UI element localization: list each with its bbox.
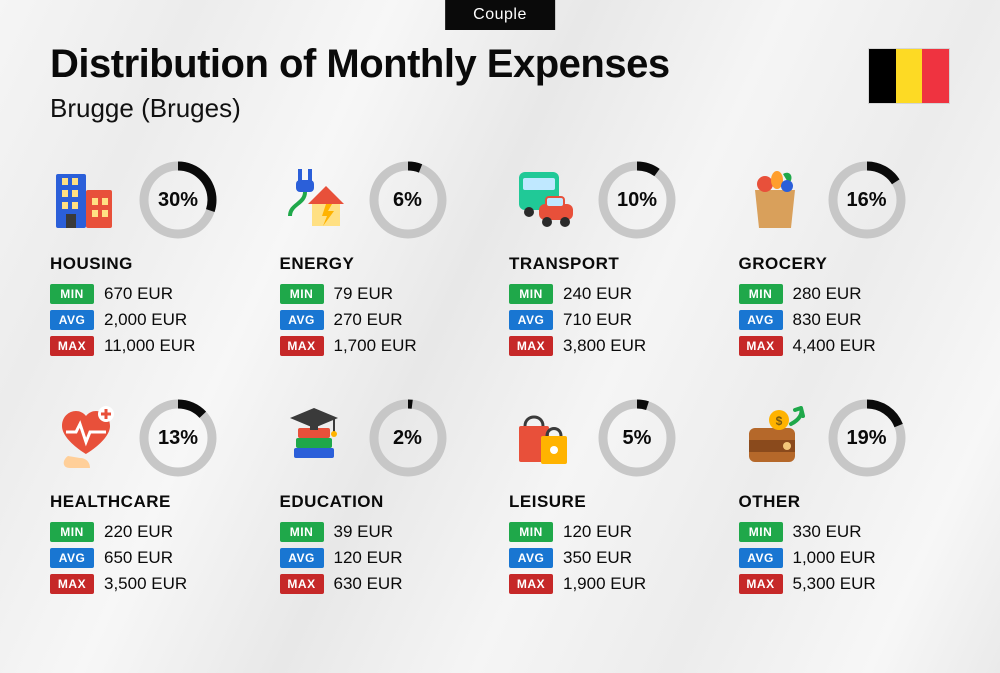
country-flag: [868, 48, 950, 104]
grocery-icon: [739, 164, 811, 236]
category-card-education: 2% EDUCATION MIN 39 EUR AVG 120 EUR MAX …: [280, 398, 492, 600]
category-name: EDUCATION: [280, 492, 492, 512]
page-title: Distribution of Monthly Expenses: [50, 42, 670, 87]
percent-label: 16%: [827, 160, 907, 240]
min-tag: MIN: [50, 522, 94, 542]
min-value: 220 EUR: [104, 522, 173, 542]
category-card-transport: 10% TRANSPORT MIN 240 EUR AVG 710 EUR MA…: [509, 160, 721, 362]
min-tag: MIN: [739, 522, 783, 542]
household-badge: Couple: [445, 0, 555, 30]
category-card-grocery: 16% GROCERY MIN 280 EUR AVG 830 EUR MAX …: [739, 160, 951, 362]
max-tag: MAX: [509, 336, 553, 356]
max-value: 1,700 EUR: [334, 336, 417, 356]
flag-stripe-2: [896, 49, 923, 103]
min-tag: MIN: [50, 284, 94, 304]
max-tag: MAX: [739, 574, 783, 594]
min-tag: MIN: [280, 522, 324, 542]
avg-value: 270 EUR: [334, 310, 403, 330]
max-value: 1,900 EUR: [563, 574, 646, 594]
min-value: 120 EUR: [563, 522, 632, 542]
avg-tag: AVG: [50, 310, 94, 330]
max-value: 4,400 EUR: [793, 336, 876, 356]
transport-icon: [509, 164, 581, 236]
min-value: 79 EUR: [334, 284, 394, 304]
percent-donut: 5%: [597, 398, 677, 478]
max-value: 11,000 EUR: [104, 336, 195, 356]
percent-donut: 16%: [827, 160, 907, 240]
avg-tag: AVG: [739, 548, 783, 568]
category-name: TRANSPORT: [509, 254, 721, 274]
healthcare-icon: [50, 402, 122, 474]
category-name: OTHER: [739, 492, 951, 512]
max-value: 5,300 EUR: [793, 574, 876, 594]
min-value: 670 EUR: [104, 284, 173, 304]
avg-tag: AVG: [280, 548, 324, 568]
percent-label: 5%: [597, 398, 677, 478]
category-card-energy: 6% ENERGY MIN 79 EUR AVG 270 EUR MAX 1,7…: [280, 160, 492, 362]
percent-label: 10%: [597, 160, 677, 240]
category-name: HEALTHCARE: [50, 492, 262, 512]
percent-donut: 2%: [368, 398, 448, 478]
leisure-icon: [509, 402, 581, 474]
percent-label: 13%: [138, 398, 218, 478]
avg-value: 650 EUR: [104, 548, 173, 568]
avg-value: 350 EUR: [563, 548, 632, 568]
avg-value: 830 EUR: [793, 310, 862, 330]
avg-tag: AVG: [509, 548, 553, 568]
max-tag: MAX: [50, 336, 94, 356]
min-tag: MIN: [509, 522, 553, 542]
category-card-healthcare: 13% HEALTHCARE MIN 220 EUR AVG 650 EUR M…: [50, 398, 262, 600]
max-value: 3,500 EUR: [104, 574, 187, 594]
percent-donut: 6%: [368, 160, 448, 240]
avg-value: 1,000 EUR: [793, 548, 876, 568]
percent-donut: 30%: [138, 160, 218, 240]
min-tag: MIN: [739, 284, 783, 304]
energy-icon: [280, 164, 352, 236]
max-tag: MAX: [280, 574, 324, 594]
percent-label: 6%: [368, 160, 448, 240]
avg-tag: AVG: [50, 548, 94, 568]
page-subtitle: Brugge (Bruges): [50, 93, 670, 124]
percent-label: 2%: [368, 398, 448, 478]
category-card-other: $ 19% OTHER MIN 330 EUR AVG 1,000 EUR MA…: [739, 398, 951, 600]
avg-tag: AVG: [509, 310, 553, 330]
other-icon: $: [739, 402, 811, 474]
avg-value: 2,000 EUR: [104, 310, 187, 330]
percent-donut: 10%: [597, 160, 677, 240]
min-value: 240 EUR: [563, 284, 632, 304]
percent-label: 30%: [138, 160, 218, 240]
min-value: 280 EUR: [793, 284, 862, 304]
max-value: 3,800 EUR: [563, 336, 646, 356]
percent-donut: 19%: [827, 398, 907, 478]
category-name: GROCERY: [739, 254, 951, 274]
min-value: 39 EUR: [334, 522, 394, 542]
max-tag: MAX: [739, 336, 783, 356]
max-tag: MAX: [509, 574, 553, 594]
min-tag: MIN: [280, 284, 324, 304]
percent-label: 19%: [827, 398, 907, 478]
svg-text:$: $: [775, 414, 782, 428]
flag-stripe-1: [869, 49, 896, 103]
percent-donut: 13%: [138, 398, 218, 478]
min-value: 330 EUR: [793, 522, 862, 542]
category-card-leisure: 5% LEISURE MIN 120 EUR AVG 350 EUR MAX 1…: [509, 398, 721, 600]
category-name: ENERGY: [280, 254, 492, 274]
avg-tag: AVG: [280, 310, 324, 330]
avg-value: 710 EUR: [563, 310, 632, 330]
flag-stripe-3: [922, 49, 949, 103]
avg-value: 120 EUR: [334, 548, 403, 568]
avg-tag: AVG: [739, 310, 783, 330]
max-tag: MAX: [280, 336, 324, 356]
category-name: LEISURE: [509, 492, 721, 512]
min-tag: MIN: [509, 284, 553, 304]
category-card-housing: 30% HOUSING MIN 670 EUR AVG 2,000 EUR MA…: [50, 160, 262, 362]
education-icon: [280, 402, 352, 474]
category-name: HOUSING: [50, 254, 262, 274]
category-grid: 30% HOUSING MIN 670 EUR AVG 2,000 EUR MA…: [50, 160, 950, 600]
housing-icon: [50, 164, 122, 236]
max-tag: MAX: [50, 574, 94, 594]
max-value: 630 EUR: [334, 574, 403, 594]
